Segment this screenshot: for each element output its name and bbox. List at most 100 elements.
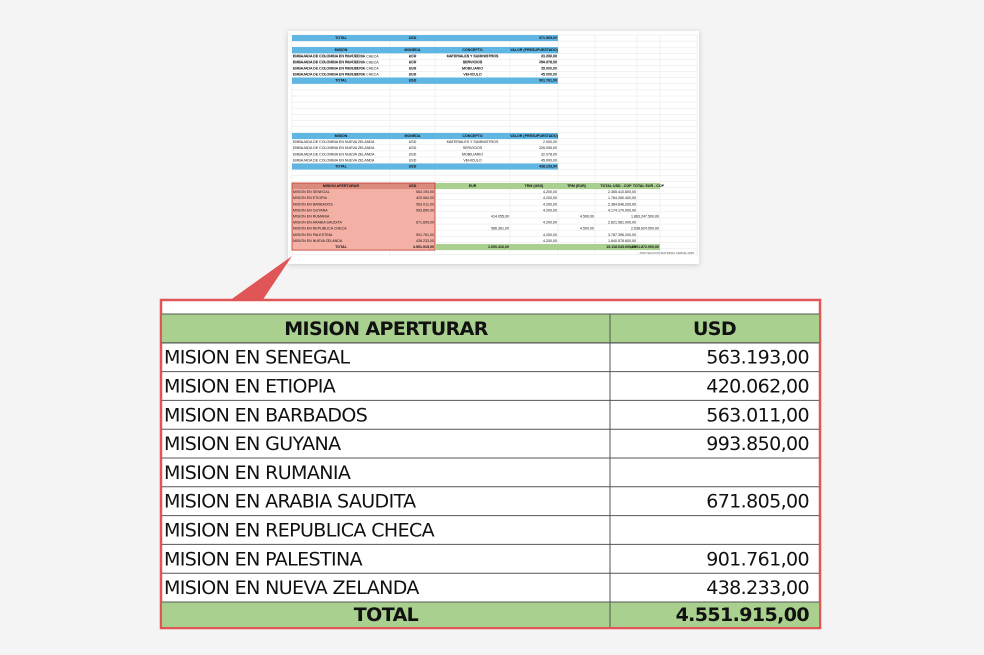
total-value: 4.551.915,00 bbox=[676, 604, 810, 626]
thumb-cell: 4.200,00 bbox=[543, 196, 557, 200]
thumb-cell: 1.863.247.500,00 bbox=[631, 215, 659, 219]
thumb-cell: VALOR (PRESUPUESTADO) bbox=[510, 134, 559, 138]
mission-name: MISION EN NUEVA ZELANDA bbox=[164, 577, 419, 599]
thumb-cell: TOTAL bbox=[335, 36, 347, 40]
thumb-cell: SERVICIOS bbox=[463, 60, 483, 64]
thumb-cell: 586.361,00 bbox=[491, 227, 509, 231]
usd-value: 563.011,00 bbox=[706, 404, 809, 426]
thumb-cell: MISION EN REPUBLICA CHECA bbox=[293, 227, 347, 231]
thumb-cell: EMBAJADA DE COLOMBIA EN REPUBLICA CHECA bbox=[293, 60, 379, 64]
thumb-cell: 901.761,00 bbox=[539, 79, 557, 83]
thumb-cell: SERVICIOS bbox=[463, 146, 483, 150]
thumb-cell: 45.000,00 bbox=[541, 158, 557, 162]
thumb-cell: TRM (EUR) bbox=[567, 184, 587, 188]
usd-value: 420.062,00 bbox=[706, 376, 809, 398]
thumb-cell: EMBAJADA DE COLOMBIA EN REPUBLICA CHECA bbox=[293, 67, 379, 71]
thumb-cell: 1.764.260.400,00 bbox=[608, 196, 636, 200]
thumb-cell: MISION EN RUMANIA bbox=[293, 215, 330, 219]
thumb-cell: EMBAJADA DE COLOMBIA EN REPUBLICA CHECA bbox=[293, 54, 379, 58]
thumb-cell: 23.232,00 bbox=[541, 54, 557, 58]
thumb-cell: EUR bbox=[409, 67, 417, 71]
header-cell: MISION APERTURAR bbox=[284, 318, 489, 340]
thumb-cell: MATERIALES Y SUMINISTROS bbox=[447, 140, 499, 144]
thumb-cell: EMBAJADA DE COLOMBIA EN PALESTINA bbox=[293, 54, 365, 58]
thumb-cell: EMBAJADA DE COLOMBIA EN NUEVA ZELANDA bbox=[293, 158, 375, 162]
thumb-cell: 45.000,00 bbox=[541, 73, 557, 77]
thumb-cell: MISION EN ARABIA SAUDITA bbox=[293, 221, 342, 225]
thumb-cell: EMBAJADA DE COLOMBIA EN REPUBLICA CHECA bbox=[293, 73, 379, 77]
thumb-cell: 4.500,00 bbox=[580, 215, 594, 219]
thumb-cell: 2.638.624.500,00 bbox=[631, 227, 659, 231]
total-row bbox=[162, 602, 819, 627]
thumb-cell: MISION EN ETIOPIA bbox=[293, 196, 328, 200]
thumb-cell: 414.055,00 bbox=[491, 215, 509, 219]
thumb-band bbox=[292, 133, 558, 140]
thumb-cell: USD bbox=[409, 140, 417, 144]
thumb-cell: 4.200,00 bbox=[543, 202, 557, 206]
thumb-cell: MISION EN GUYANA bbox=[293, 208, 328, 212]
thumb-cell: MISION EN PALESTINA bbox=[293, 233, 333, 237]
thumb-cell: TRM (USD) bbox=[525, 184, 545, 188]
thumb-cell: 563.011,00 bbox=[416, 202, 434, 206]
thumb-cell: 4.501.872.000,00 bbox=[631, 245, 659, 249]
mission-name: MISION EN ETIOPIA bbox=[164, 376, 336, 398]
thumb-cell: USD bbox=[409, 158, 417, 162]
thumb-cell: MISION EN BARBADOS bbox=[293, 202, 333, 206]
thumb-band bbox=[292, 183, 435, 190]
thumb-band bbox=[435, 244, 660, 251]
thumb-cell: CONCEPTO bbox=[462, 48, 483, 52]
thumb-cell: MISION EN SENEGAL bbox=[293, 190, 330, 194]
thumb-cell: EMBAJADA DE COLOMBIA EN PALESTINA bbox=[293, 66, 365, 70]
thumb-cell: 993.850,00 bbox=[416, 208, 434, 212]
total-label: TOTAL bbox=[354, 604, 419, 626]
thumb-cell: USD bbox=[409, 66, 417, 70]
zoom-table: MISION APERTURAR USD MISION EN SENEGAL 563.… bbox=[162, 313, 819, 627]
thumb-cell: 4.200,00 bbox=[543, 233, 557, 237]
mission-name: MISION EN BARBADOS bbox=[164, 404, 367, 426]
usd-value: 901.761,00 bbox=[706, 548, 809, 570]
thumb-cell: 438.233,00 bbox=[416, 239, 434, 243]
thumb-cell: EMBAJADA DE COLOMBIA EN PALESTINA bbox=[293, 72, 365, 76]
usd-value: 438.233,00 bbox=[706, 577, 809, 599]
thumb-cell: EUR bbox=[409, 73, 417, 77]
header-row bbox=[162, 314, 819, 343]
thumb-cell: 4.551.915,00 bbox=[413, 245, 434, 249]
thumb-cell: 420.062,00 bbox=[416, 196, 434, 200]
thumb-cell: EMBAJADA DE COLOMBIA EN NUEVA ZELANDA bbox=[293, 140, 375, 144]
mission-name: MISION EN GUYANA bbox=[164, 433, 341, 455]
thumb-cell: 2.365.410.600,00 bbox=[608, 190, 636, 194]
thumb-cell: MOBILIARIO bbox=[462, 67, 483, 71]
thumb-cell: TOTAL EUR - COP bbox=[633, 184, 665, 188]
thumb-cell: 2.821.581.000,00 bbox=[608, 221, 636, 225]
thumb-cell: USD bbox=[409, 72, 417, 76]
thumb-cell: USD bbox=[409, 54, 417, 58]
thumb-cell: 32.078,00 bbox=[541, 152, 557, 156]
header-cell: USD bbox=[693, 318, 736, 340]
thumb-cell: 31.200,00 bbox=[541, 54, 557, 58]
mission-name: MISION EN REPUBLICA CHECA bbox=[164, 520, 435, 542]
thumb-cell: MATERIALES Y SUMINISTROS bbox=[447, 54, 499, 58]
thumb-cell: EMBAJADA DE COLOMBIA EN PALESTINA bbox=[293, 60, 365, 64]
thumb-cell: 4.500,00 bbox=[580, 227, 594, 231]
thumb-cell: VEHICULO bbox=[463, 72, 482, 76]
usd-value: 563.193,00 bbox=[706, 347, 809, 369]
thumb-cell: EMBAJADA DE COLOMBIA EN NUEVA ZELANDA bbox=[293, 152, 375, 156]
thumb-cell: 19.118.043.000,00 bbox=[606, 245, 636, 249]
thumb-cell: TOTAL USD - COP bbox=[600, 184, 632, 188]
thumb-cell: MOBILIARIO bbox=[462, 66, 483, 70]
usd-value: 993.850,00 bbox=[706, 433, 809, 455]
thumb-cell: 438.233,00 bbox=[539, 165, 557, 169]
thumb-cell: USD bbox=[409, 184, 417, 188]
mission-name: MISION EN ARABIA SAUDITA bbox=[164, 491, 416, 513]
thumb-cell: 2.000,00 bbox=[543, 140, 557, 144]
thumb-band bbox=[292, 183, 435, 251]
thumb-cell: USD bbox=[409, 60, 417, 64]
thumb-cell: CONCEPTO bbox=[462, 134, 483, 138]
thumb-cell: TOTAL bbox=[335, 165, 347, 169]
thumb-cell: MISION bbox=[335, 134, 348, 138]
thumb-band bbox=[292, 47, 558, 54]
thumb-cell: VEHICULO bbox=[463, 158, 482, 162]
thumb-cell: EUR bbox=[469, 184, 477, 188]
